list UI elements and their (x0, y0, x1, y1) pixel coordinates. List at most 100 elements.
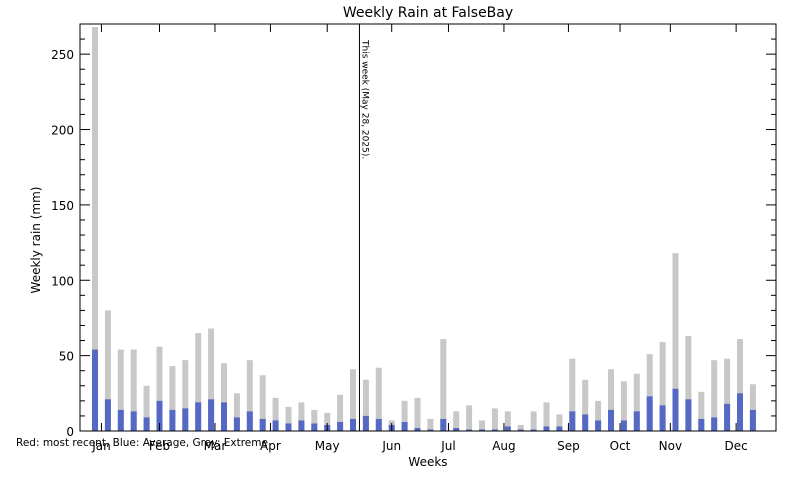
y-tick-label: 0 (66, 425, 74, 439)
extreme-bar (543, 402, 550, 431)
x-axis-label: Weeks (408, 455, 447, 469)
average-bar (646, 396, 653, 431)
extreme-bar (259, 375, 266, 431)
average-bar (298, 420, 305, 431)
y-tick-label: 50 (59, 350, 74, 364)
current-week-marker: This week (May 28, 2025). (358, 24, 369, 431)
legend-footnote: Red: most recent, Blue: Average, Gray: E… (16, 437, 268, 449)
extreme-bar (208, 328, 215, 431)
average-bar (169, 409, 176, 431)
average-bar (117, 409, 124, 431)
extreme-bar (749, 384, 756, 431)
average-bar (595, 420, 602, 431)
extreme-bar (685, 336, 692, 431)
extreme-bar (620, 381, 627, 431)
x-axis: Jan Feb Mar Apr May Jun Jul Aug Sep Oct Nov Dec (91, 24, 748, 453)
average-bar (749, 409, 756, 431)
extreme-bar (195, 333, 202, 431)
extreme-bar (646, 354, 653, 431)
extreme-bar (246, 360, 253, 431)
extreme-bar (221, 363, 227, 431)
average-bar (208, 399, 215, 431)
average-bar (737, 393, 743, 431)
y-tick-label: 250 (51, 48, 74, 62)
average-bar (479, 429, 485, 431)
extreme-bar (182, 360, 189, 431)
x-tick-label: Jul (440, 439, 455, 453)
average-bar (285, 423, 292, 431)
average-bar (182, 408, 189, 431)
average-bar (440, 418, 447, 431)
y-tick-label: 100 (51, 274, 74, 288)
x-tick-label: Dec (725, 439, 748, 453)
average-bars-group (92, 349, 756, 431)
extreme-bar (737, 339, 743, 431)
extreme-bar (440, 339, 447, 431)
average-bar (272, 420, 279, 431)
average-bar (582, 414, 589, 431)
average-bar (104, 399, 111, 431)
extreme-bar (233, 393, 240, 431)
average-bar (427, 429, 434, 431)
extreme-bar (569, 358, 576, 431)
average-bar (698, 418, 705, 431)
extreme-bar (556, 414, 563, 431)
extreme-bar (414, 397, 421, 431)
average-bar (466, 429, 473, 431)
average-bar (259, 418, 266, 431)
average-bar (633, 411, 640, 431)
y-tick-label: 150 (51, 199, 74, 213)
average-bar (530, 429, 537, 431)
extreme-bar (130, 349, 137, 431)
marker-label: This week (May 28, 2025). (359, 39, 369, 159)
extreme-bar (169, 366, 176, 431)
average-bar (221, 402, 227, 431)
extreme-bar (324, 412, 331, 431)
extreme-bar (143, 385, 150, 431)
extreme-bar (362, 379, 369, 431)
extreme-bar (595, 400, 602, 431)
extreme-bar (659, 342, 666, 431)
average-bar (246, 411, 253, 431)
x-tick-label: Mar (204, 439, 227, 453)
x-tick-label: Apr (260, 439, 281, 453)
extreme-bar (401, 400, 408, 431)
average-bar (556, 426, 563, 431)
extreme-bar (156, 346, 163, 431)
average-bar (620, 420, 627, 431)
extreme-bar (698, 391, 705, 431)
average-bar (517, 429, 524, 431)
extreme-bar (466, 405, 473, 431)
plot-frame (79, 23, 777, 432)
x-tick-label: Oct (610, 439, 631, 453)
average-bar (453, 427, 460, 431)
extreme-bar (504, 411, 511, 431)
extreme-bar (582, 379, 589, 431)
extreme-bar (608, 369, 614, 431)
x-tick-label: Sep (557, 439, 580, 453)
extreme-bar (104, 310, 111, 431)
extreme-bar (285, 406, 292, 431)
average-bar (362, 415, 369, 431)
extreme-bar (711, 360, 718, 431)
average-bar (608, 409, 614, 431)
average-bar (711, 417, 718, 431)
extreme-bar (479, 420, 485, 431)
average-bar (375, 418, 382, 431)
extreme-bar (427, 418, 434, 431)
x-tick-label: Jan (91, 439, 111, 453)
x-tick-label: May (315, 439, 340, 453)
extreme-bar (311, 409, 318, 431)
extreme-bar (337, 394, 344, 431)
extreme-bar (92, 27, 98, 432)
average-bar (337, 421, 344, 431)
y-axis-label: Weekly rain (mm) (29, 187, 43, 294)
extreme-bars-group (92, 27, 756, 432)
extreme-bar (272, 397, 279, 431)
extreme-bar (724, 358, 731, 431)
y-tick-label: 200 (51, 124, 74, 138)
average-bar (724, 403, 731, 431)
average-bar (311, 423, 318, 431)
average-bar (659, 405, 666, 431)
average-bar (543, 426, 550, 431)
